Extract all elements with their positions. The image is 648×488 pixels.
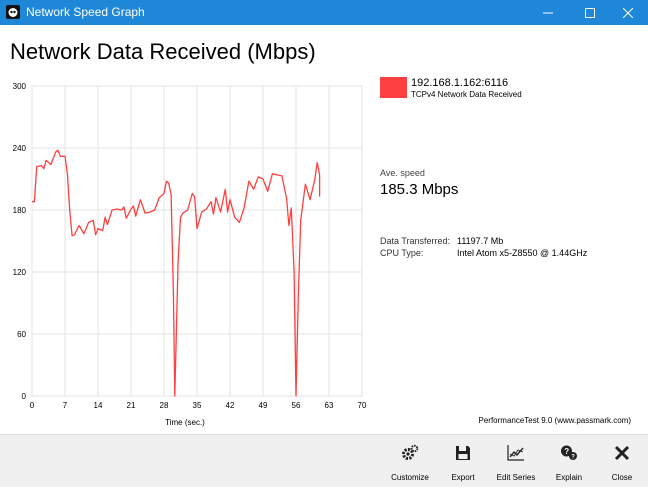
cpu-type-label: CPU Type:	[380, 248, 424, 258]
bottom-toolbar: Customize Export Edit Series ? ?	[0, 434, 648, 487]
series-line	[32, 149, 321, 397]
y-tick-label: 60	[17, 330, 26, 339]
help-bubbles-icon: ? ?	[561, 445, 577, 461]
x-axis-label: Time (sec.)	[165, 418, 205, 427]
minimize-icon	[543, 12, 553, 13]
window-close-button[interactable]	[608, 0, 648, 25]
y-tick-label: 120	[13, 268, 27, 277]
export-label: Export	[451, 473, 475, 482]
x-tick-label: 42	[226, 401, 235, 410]
cpu-type-value: Intel Atom x5-Z8550 @ 1.44GHz	[457, 248, 588, 258]
x-tick-label: 28	[160, 401, 169, 410]
maximize-button[interactable]	[570, 0, 610, 25]
x-tick-label: 49	[259, 401, 268, 410]
svg-text:?: ?	[564, 447, 569, 456]
credit-text: PerformanceTest 9.0 (www.passmark.com)	[478, 416, 632, 425]
close-button[interactable]: Close	[594, 435, 648, 488]
x-tick-label: 14	[94, 401, 103, 410]
legend-color-swatch[interactable]	[380, 77, 407, 98]
x-tick-label: 70	[358, 401, 367, 410]
gears-icon	[402, 444, 419, 460]
window-title: Network Speed Graph	[26, 5, 145, 19]
network-speed-chart: 0 7 14 21 28 35 42 49 56 63 70 0 60 120 180 240 300 Time …	[0, 68, 375, 434]
x-tick-label: 7	[63, 401, 68, 410]
svg-text:?: ?	[571, 455, 575, 461]
data-transferred-value: 11197.7 Mb	[457, 236, 504, 246]
x-tick-label: 56	[292, 401, 301, 410]
explain-button[interactable]: ? ? Explain	[541, 435, 597, 488]
close-label: Close	[611, 473, 633, 482]
window-close-icon	[623, 7, 633, 18]
edit-series-label: Edit Series	[496, 473, 536, 482]
y-tick-label: 180	[13, 206, 27, 215]
explain-label: Explain	[555, 473, 583, 482]
maximize-icon	[585, 7, 595, 18]
legend-series-description: TCPv4 Network Data Received	[411, 90, 522, 99]
edit-series-button[interactable]: Edit Series	[488, 435, 544, 488]
x-tick-label: 63	[325, 401, 334, 410]
y-tick-label: 0	[22, 392, 27, 401]
legend-series-name: 192.168.1.162:6116	[411, 77, 509, 89]
export-button[interactable]: Export	[435, 435, 491, 488]
x-tick-label: 0	[30, 401, 35, 410]
avg-speed-value: 185.3 Mbps	[380, 181, 459, 198]
avg-speed-label: Ave. speed	[380, 168, 425, 178]
minimize-button[interactable]	[528, 0, 568, 25]
y-tick-label: 300	[13, 82, 27, 91]
chart-svg: 0 7 14 21 28 35 42 49 56 63 70 0 60 120 180 240 300 Time …	[13, 82, 367, 427]
save-disk-icon	[456, 446, 470, 460]
title-bar[interactable]: Network Speed Graph	[0, 0, 648, 25]
line-chart-icon	[507, 445, 524, 461]
x-tick-label: 35	[193, 401, 202, 410]
data-transferred-label: Data Transferred:	[380, 236, 451, 246]
customize-label: Customize	[391, 473, 429, 482]
close-x-icon	[614, 445, 630, 461]
y-tick-label: 240	[13, 144, 27, 153]
x-tick-label: 21	[127, 401, 136, 410]
customize-button[interactable]: Customize	[382, 435, 438, 488]
app-icon	[6, 5, 20, 19]
graph-heading: Network Data Received (Mbps)	[10, 39, 316, 64]
